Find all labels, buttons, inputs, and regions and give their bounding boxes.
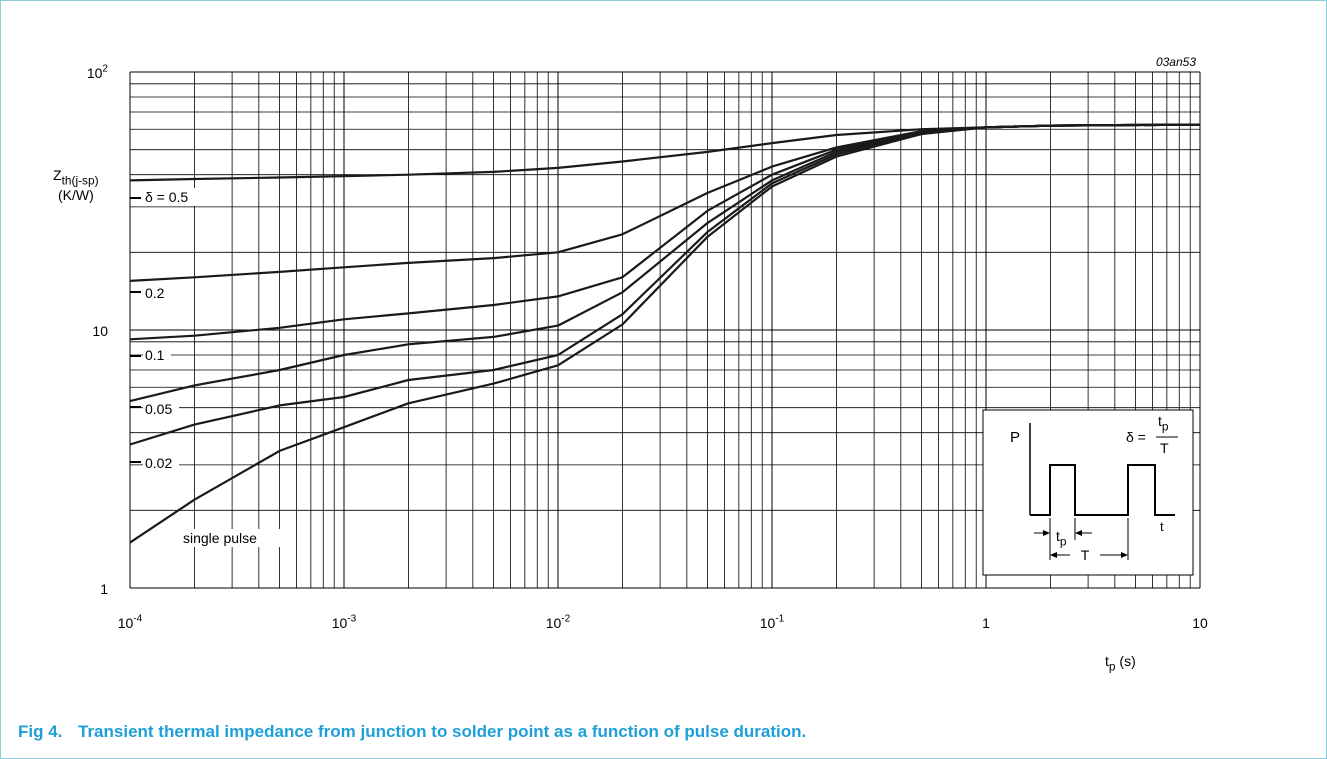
figure-id: 03an53 <box>1156 55 1196 69</box>
inset-pulse-wave <box>1030 464 1175 516</box>
series-line-5 <box>129 123 1201 544</box>
inset-tp-label: tp <box>1056 528 1067 548</box>
x-tick-label: 1 <box>982 615 990 631</box>
curve-label-bg <box>143 454 179 472</box>
labels: 10-4 10-3 10-2 10-1 1 10 1 10 102 tp (s) Zth(j-sp)… <box>53 55 1208 673</box>
pulse-inset: Pt δ = tp Ttp T <box>982 409 1194 576</box>
curve-label: 0.02 <box>145 455 172 471</box>
caption-text: Transient thermal impedance from junctio… <box>78 722 807 741</box>
y-tick-label: 102 <box>87 64 109 81</box>
inset-p-label: P <box>1010 429 1020 446</box>
inset-arrowhead <box>1121 552 1128 558</box>
series-line-0 <box>129 123 1201 182</box>
y-axis-unit: (K/W) <box>58 187 94 203</box>
x-tick-label: 10-1 <box>760 614 785 631</box>
inset-formula-lhs: δ = <box>1126 429 1146 445</box>
x-tick-label: 10-2 <box>546 614 571 631</box>
series-line-4 <box>129 123 1201 446</box>
figure-caption: Fig 4. Transient thermal impedance from j… <box>18 722 806 742</box>
series-line-3 <box>129 123 1201 403</box>
y-tick-label: 1 <box>100 581 108 597</box>
curve-label: 0.05 <box>145 401 172 417</box>
y-axis-label: Zth(j-sp) <box>53 167 99 187</box>
inset-t-label: t <box>1160 519 1164 534</box>
curve-label-bg <box>181 529 281 547</box>
curve-label-bg <box>143 400 179 418</box>
x-tick-label: 10 <box>1192 615 1208 631</box>
curve-label-bg <box>143 346 171 364</box>
x-axis-label: tp (s) <box>1105 653 1136 674</box>
curve-label: 0.1 <box>145 347 165 363</box>
curve-label: δ = 0.5 <box>145 189 188 205</box>
inset-formula-den: T <box>1160 440 1169 456</box>
inset-formula-num: tp <box>1158 413 1169 433</box>
inset-arrowhead <box>1043 530 1050 536</box>
inset-arrowhead <box>1075 530 1082 536</box>
x-tick-label: 10-3 <box>332 614 357 631</box>
figure-number: Fig 4. <box>18 722 63 741</box>
curve-label: 0.2 <box>145 285 165 301</box>
curves <box>129 123 1201 544</box>
inset-arrowhead <box>1050 552 1057 558</box>
curve-label-bg <box>143 188 203 206</box>
curve-label: single pulse <box>183 530 257 546</box>
y-tick-label: 10 <box>92 323 108 339</box>
inset-T-label: T <box>1081 547 1090 563</box>
x-tick-label: 10-4 <box>118 614 143 631</box>
grid <box>129 71 1201 589</box>
curve-label-bg <box>143 284 171 302</box>
